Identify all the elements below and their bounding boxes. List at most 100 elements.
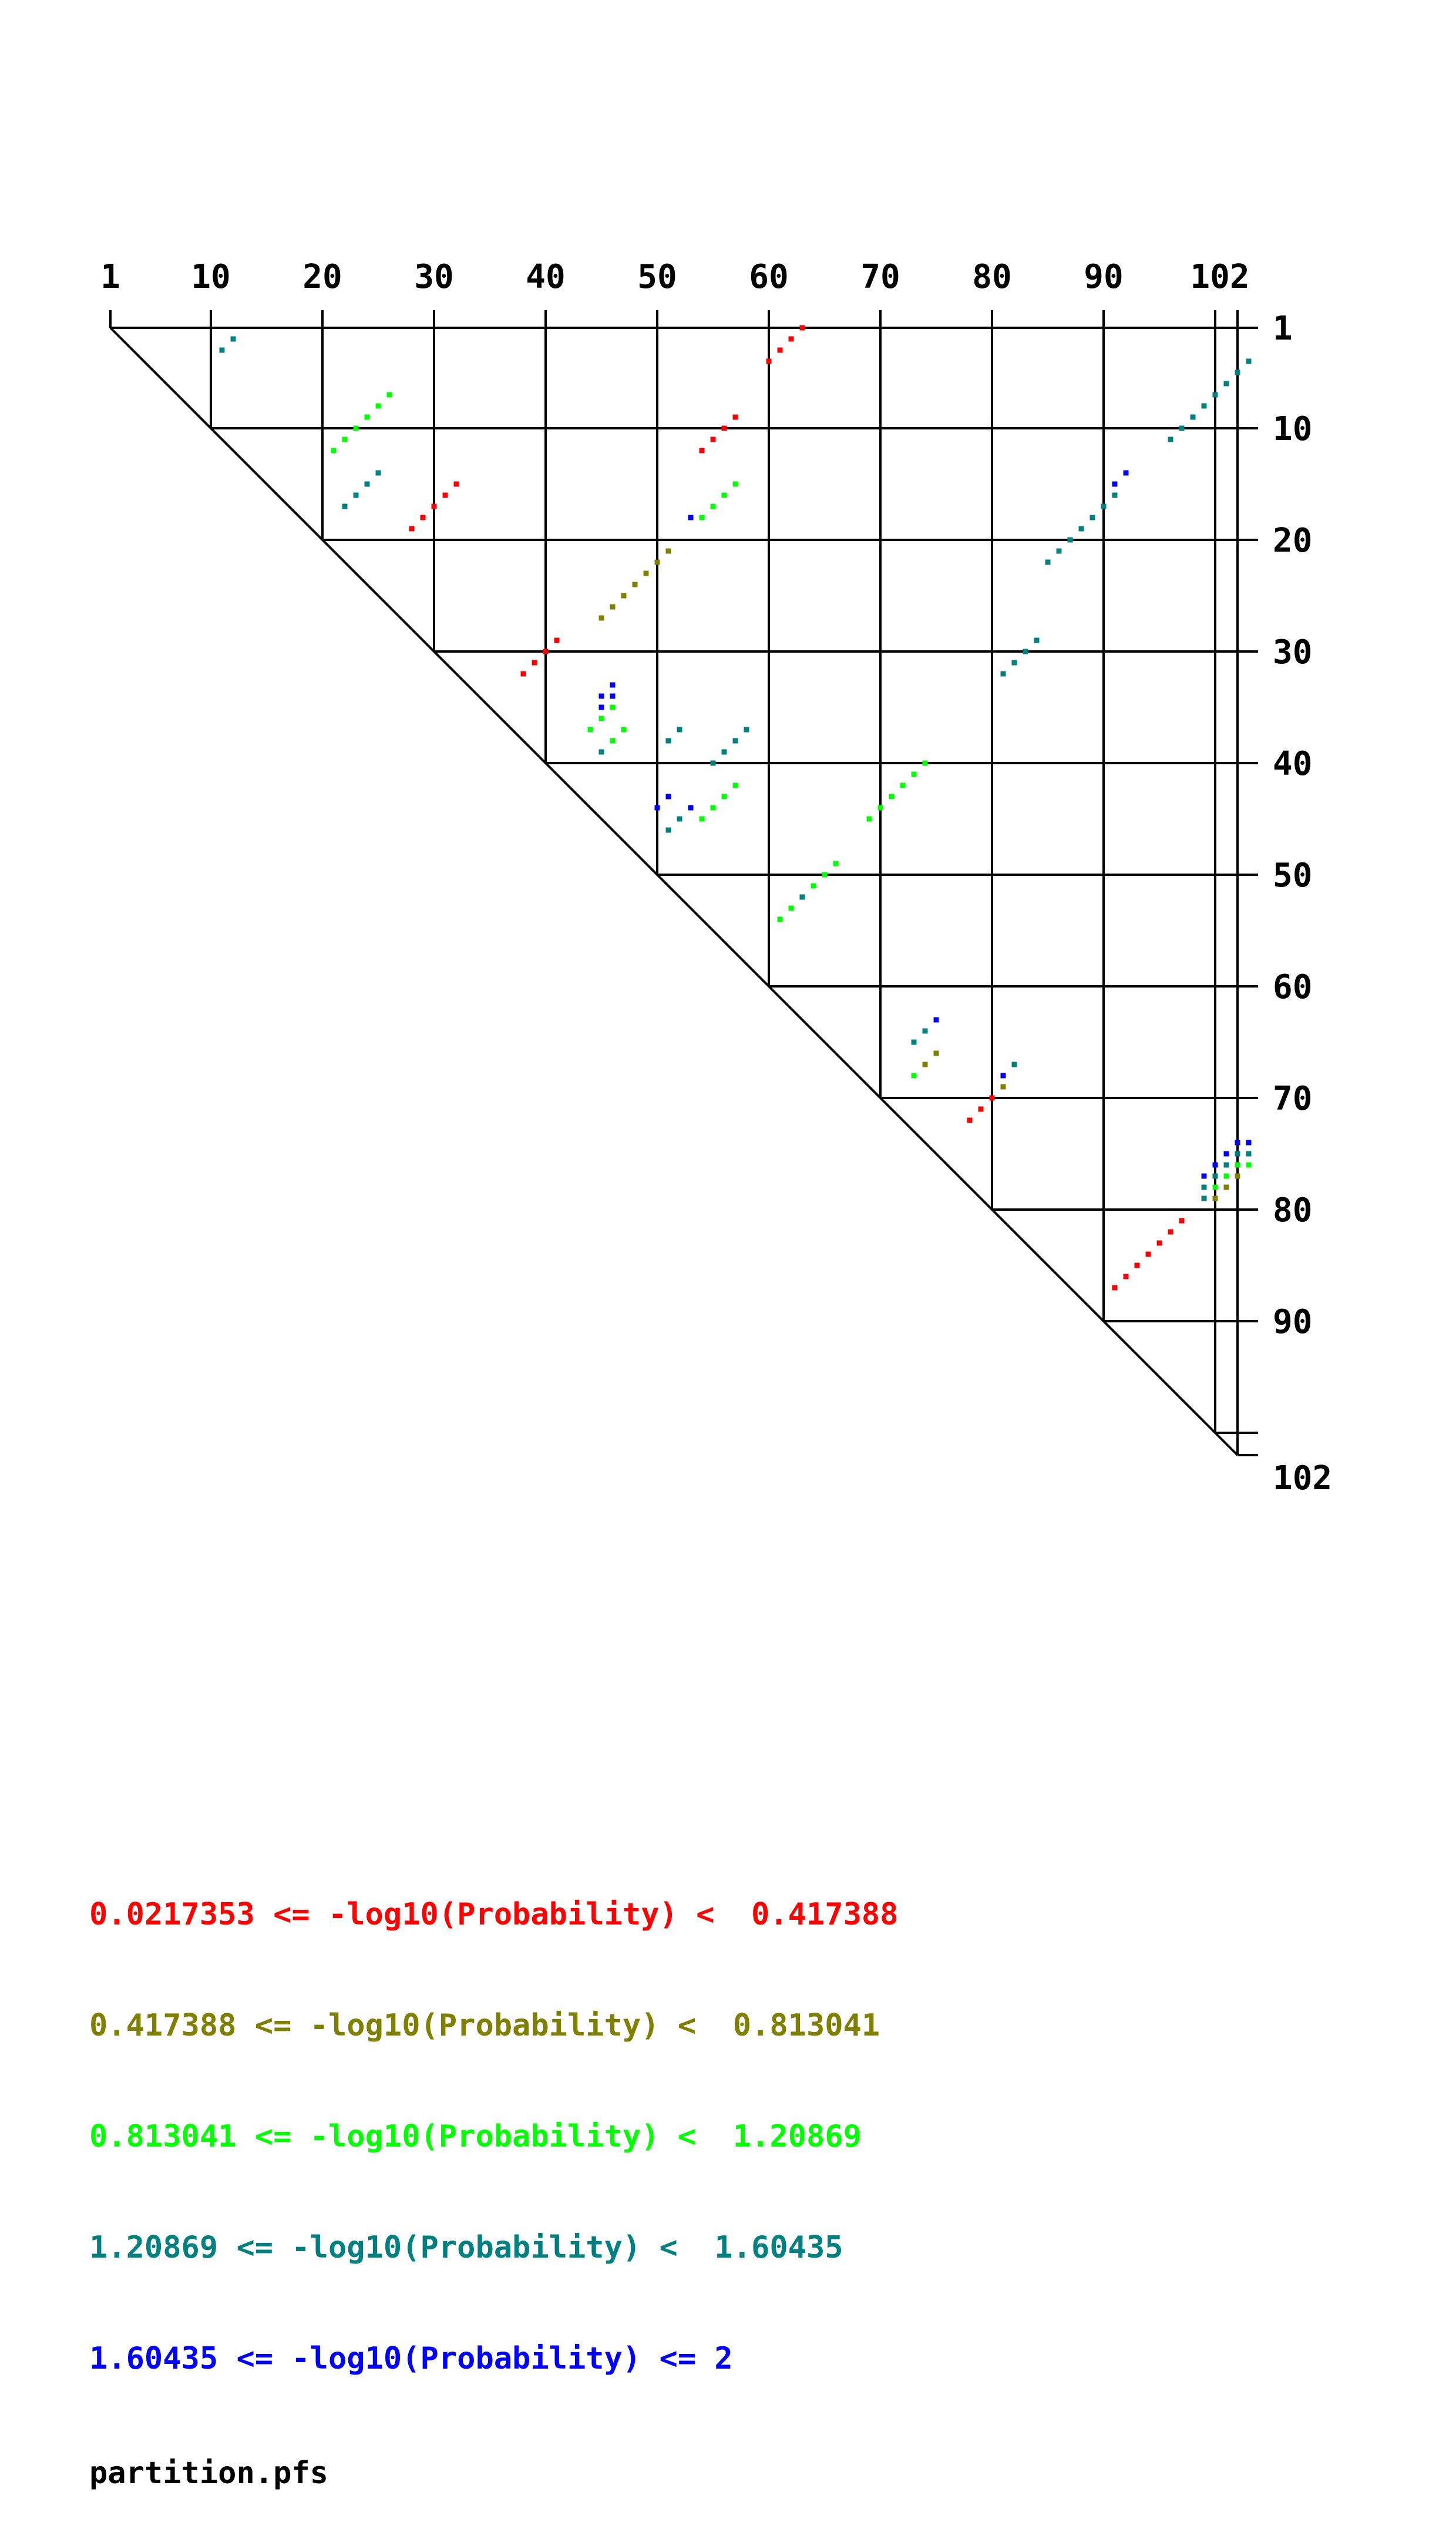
pair-dot [1034, 637, 1040, 643]
x-tick-label: 1 [100, 258, 120, 296]
pair-dot [732, 414, 738, 420]
pair-dot [1045, 559, 1051, 565]
pair-dot [364, 481, 370, 487]
pair-dot [1246, 1151, 1252, 1157]
pair-dot [1112, 492, 1118, 498]
pair-dot [1123, 1274, 1129, 1279]
pair-dot [1011, 660, 1017, 666]
pair-dot [1101, 503, 1107, 509]
pair-dot [721, 492, 727, 498]
pair-dot [230, 336, 236, 342]
pair-dot [688, 805, 694, 811]
pair-dot [900, 782, 906, 788]
pair-dot [1235, 1173, 1240, 1179]
pair-dot [1000, 1073, 1006, 1079]
pair-dot [710, 436, 716, 442]
pair-dot [1190, 414, 1196, 420]
pair-dot [1168, 436, 1173, 442]
pair-dot [532, 660, 537, 666]
pair-dot [1223, 1173, 1229, 1179]
pair-dot [699, 515, 705, 520]
pair-dot [732, 738, 738, 744]
pair-dot [1078, 526, 1084, 532]
pair-dot [1212, 1184, 1218, 1190]
pair-dot [1223, 1184, 1229, 1190]
pair-dot [1000, 671, 1006, 677]
x-tick-label: 90 [1084, 258, 1123, 296]
pair-dot [543, 649, 549, 654]
x-tick-label: 20 [302, 258, 342, 296]
y-tick-label: 50 [1273, 857, 1312, 895]
pair-dot [1134, 1262, 1140, 1268]
pair-dot [375, 403, 381, 409]
pair-dot [610, 604, 616, 610]
pair-dot [1112, 1285, 1118, 1291]
y-tick-label: 70 [1273, 1080, 1312, 1118]
pair-dot [1212, 1162, 1218, 1168]
pair-dot [1201, 1184, 1207, 1190]
pair-dot [967, 1117, 973, 1123]
x-tick-label: 10 [191, 258, 230, 296]
pair-dot [598, 749, 604, 755]
pair-dots [219, 325, 1252, 1291]
pair-dot [721, 794, 727, 800]
pair-dot [621, 727, 627, 733]
filename-label: partition.pfs [89, 2456, 328, 2491]
pair-dot [788, 336, 794, 342]
pair-dot [1212, 1195, 1218, 1201]
pair-dot [665, 794, 671, 800]
pair-dot [1235, 370, 1240, 375]
x-tick-label: 80 [972, 258, 1011, 296]
tick-labels: 1 10 20 30 40 50 60 70 80 90 102 1 10 20 30 40 50 60 70 80 9… [100, 258, 1332, 1497]
pair-dot [889, 794, 895, 800]
pair-dot [1156, 1240, 1162, 1246]
pair-dot [1201, 403, 1207, 409]
pair-dot [1179, 1218, 1185, 1224]
x-tick-label: 30 [414, 258, 453, 296]
pair-dot [677, 816, 682, 822]
pair-dot [598, 615, 604, 621]
y-tick-label: 102 [1273, 1459, 1332, 1497]
pair-dot [1056, 548, 1062, 554]
pair-dot [1201, 1173, 1207, 1179]
pair-dot [353, 425, 359, 431]
pair-dot [219, 347, 225, 353]
pair-dot [431, 503, 437, 509]
pair-dot [1212, 392, 1218, 398]
pair-dot [1235, 1151, 1240, 1157]
pair-dot [654, 805, 660, 811]
legend-entry-1: 0.417388 <= -log10(Probability) < 0.8130… [89, 2008, 880, 2043]
pair-dot [1067, 537, 1073, 543]
pair-dot [799, 894, 805, 900]
pair-dot [699, 448, 705, 454]
pair-dot [710, 760, 716, 766]
y-tick-label: 10 [1273, 410, 1312, 448]
diagonal [109, 327, 1239, 1456]
y-tick-label: 40 [1273, 745, 1312, 783]
pair-dot [1246, 1140, 1252, 1146]
pair-dot [766, 358, 772, 364]
pair-dot [1235, 1140, 1240, 1146]
pair-dot [665, 548, 671, 554]
legend-entry-2: 0.813041 <= -log10(Probability) < 1.2086… [89, 2119, 862, 2154]
pair-dot [688, 515, 694, 520]
pair-dot [598, 716, 604, 721]
x-tick-label: 40 [526, 258, 565, 296]
pair-dot [922, 1062, 928, 1067]
pair-dot [744, 727, 749, 733]
y-tick-label: 30 [1273, 633, 1312, 671]
pair-dot [375, 470, 381, 476]
x-tick-label: 102 [1190, 258, 1249, 296]
pair-dot [1223, 381, 1229, 387]
pair-dot [1123, 470, 1129, 476]
pair-dot [922, 760, 928, 766]
pair-dot [610, 682, 616, 688]
pair-dot [710, 503, 716, 509]
pair-dot [933, 1050, 939, 1056]
legend: 0.0217353 <= -log10(Probability) < 0.417… [89, 1822, 899, 2529]
pair-dot [699, 816, 705, 822]
pair-dot [598, 693, 604, 699]
pair-dot [353, 492, 359, 498]
x-tick-label: 60 [749, 258, 788, 296]
pair-dot [721, 749, 727, 755]
